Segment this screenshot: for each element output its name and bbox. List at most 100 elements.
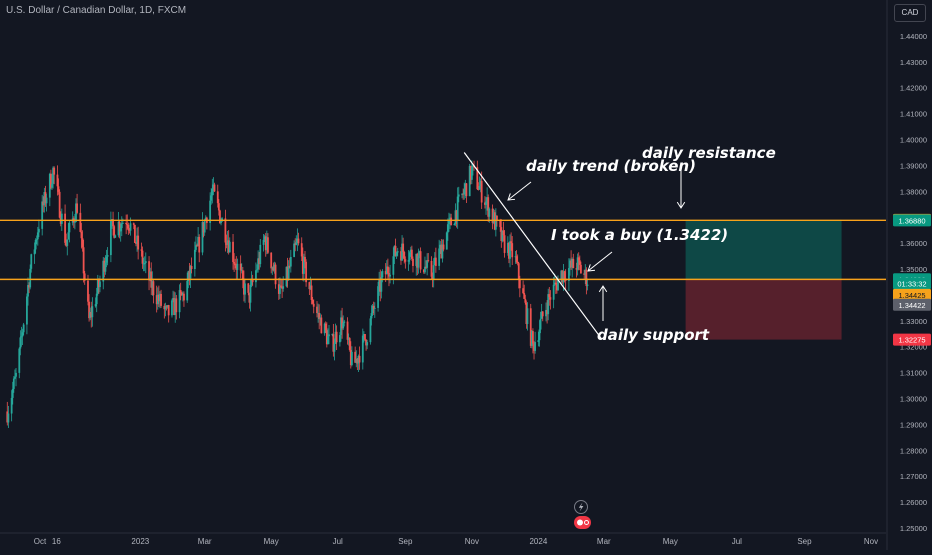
currency-selector[interactable]: CAD (894, 4, 926, 22)
x-tick-label: 16 (52, 537, 61, 546)
candle-body (569, 260, 571, 269)
candle-body (117, 221, 120, 236)
candle-body (418, 251, 421, 256)
candle-body (331, 334, 334, 335)
candle-body (572, 258, 575, 268)
candle-body (389, 274, 391, 277)
candle-body (109, 221, 112, 256)
candle-body (224, 218, 227, 243)
candle-body (34, 239, 37, 250)
candle-body (68, 222, 71, 233)
candle-body (281, 286, 284, 289)
candle-body (523, 293, 526, 299)
candle-body (104, 262, 107, 272)
candle-body (499, 220, 502, 228)
candle-body (141, 250, 144, 264)
candle-body (562, 271, 565, 283)
candle-body (212, 184, 215, 189)
candle-body (347, 338, 350, 340)
candle-body (249, 284, 252, 303)
candle-body (539, 318, 542, 330)
candle-body (20, 336, 23, 338)
candle-body (545, 310, 547, 317)
candle-body (556, 284, 558, 291)
candle-body (541, 311, 544, 317)
candle-body (198, 236, 201, 253)
candle-body (167, 305, 170, 316)
candle-body (232, 241, 234, 262)
candle-body (496, 215, 498, 221)
candle-body (364, 334, 366, 340)
candle-body (38, 228, 40, 233)
candle-body (501, 230, 504, 241)
price-label-bg (893, 298, 931, 311)
candle-body (166, 305, 169, 308)
candle-body (193, 249, 196, 270)
candle-body (422, 269, 425, 273)
candle-body (401, 243, 403, 261)
candle-body (580, 264, 582, 274)
candle-body (503, 235, 506, 253)
candle-body (94, 304, 97, 307)
candle-body (87, 280, 89, 302)
candle-body (316, 306, 318, 313)
candle-body (333, 343, 336, 352)
candle-body (210, 195, 213, 201)
candle-body (432, 265, 435, 279)
candle-body (427, 260, 430, 261)
price-label: 01:33:32 (893, 277, 931, 290)
y-tick-label: 1.28000 (900, 446, 927, 455)
candle-body (454, 210, 457, 224)
candle-body (487, 197, 490, 217)
candle-body (362, 334, 365, 336)
candle-body (439, 244, 442, 249)
candle-body (548, 294, 551, 298)
candle-body (425, 266, 427, 268)
candle-body (433, 257, 436, 266)
candle-body (152, 281, 155, 296)
arrow-head (507, 193, 516, 201)
annotation-buy: I took a buy (1.3422) (551, 226, 728, 244)
price-label-bg (893, 333, 931, 346)
candle-body (445, 232, 448, 250)
candle-body (270, 252, 273, 269)
price-label: 1.34422 (893, 298, 931, 311)
candle-body (318, 312, 321, 320)
candle-body (446, 224, 449, 233)
candle-body (56, 174, 59, 187)
candle-body (339, 335, 341, 343)
candle-body (250, 279, 253, 285)
candle-body (97, 279, 100, 288)
candle-body (14, 376, 16, 379)
y-tick-label: 1.42000 (900, 84, 927, 93)
candle-body (33, 249, 36, 255)
candle-body (282, 286, 285, 289)
candle-body (58, 191, 61, 218)
candle-body (202, 222, 205, 233)
candle-body (227, 240, 230, 253)
candle-body (308, 282, 311, 290)
lightning-icon (574, 500, 588, 514)
trendline (463, 152, 603, 340)
candle-body (197, 236, 200, 246)
candle-body (396, 251, 399, 253)
x-tick-label: Jul (333, 537, 343, 546)
candle-body (388, 272, 390, 277)
candle-body (52, 167, 54, 184)
candle-body (257, 258, 260, 270)
candle-body (348, 338, 351, 350)
candle-body (586, 284, 589, 287)
candle-body (416, 253, 419, 268)
candle-body (453, 223, 456, 226)
candle-body (522, 288, 525, 294)
candle-body (175, 298, 178, 313)
candle-body (370, 313, 373, 319)
price-label: 1.32275 (893, 333, 931, 346)
candle-body (434, 257, 437, 266)
resistance-arrow (676, 164, 686, 209)
candle-body (112, 219, 114, 227)
x-tick-label: Jul (732, 537, 742, 546)
candle-body (366, 342, 369, 346)
